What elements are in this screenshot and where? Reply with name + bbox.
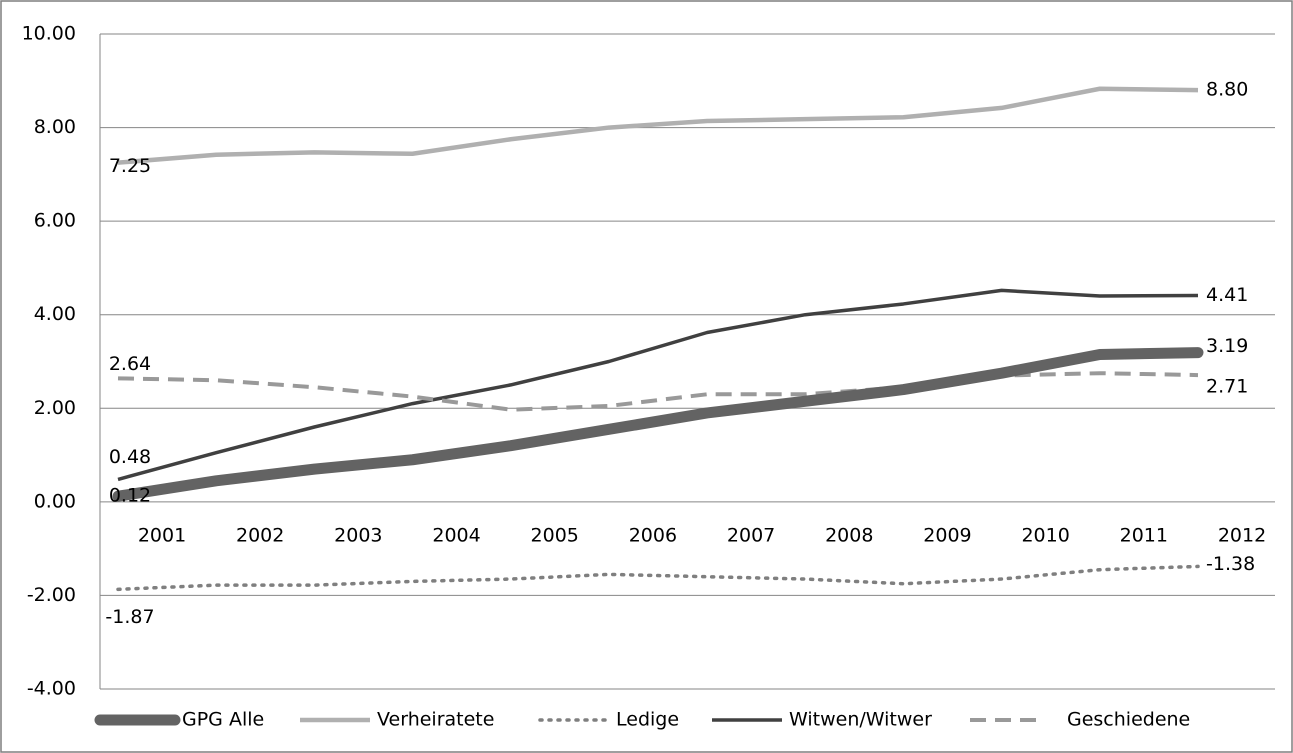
data-label: 2.71	[1206, 376, 1248, 398]
y-tick-label: 0.00	[34, 490, 76, 512]
series-line	[112, 347, 1204, 502]
y-tick-label: 2.00	[34, 397, 76, 419]
y-tick-label: -4.00	[27, 678, 76, 700]
data-label: 4.41	[1206, 284, 1248, 306]
x-tick-label: 2009	[923, 524, 971, 546]
x-tick-label: 2008	[825, 524, 873, 546]
x-tick-label: 2011	[1120, 524, 1168, 546]
data-label: 0.48	[109, 446, 151, 468]
data-label: 8.80	[1206, 79, 1248, 101]
legend-label: GPG Alle	[182, 709, 264, 731]
legend-label: Ledige	[616, 709, 679, 731]
data-label: -1.87	[105, 606, 154, 628]
x-tick-label: 2010	[1021, 524, 1069, 546]
series-line	[117, 288, 1199, 482]
x-tick-label: 2007	[727, 524, 775, 546]
data-label: -1.38	[1206, 553, 1255, 575]
y-tick-label: 6.00	[34, 210, 76, 232]
x-tick-label: 2012	[1218, 524, 1266, 546]
series-line	[117, 86, 1199, 165]
y-tick-label: -2.00	[27, 584, 76, 606]
y-tick-label: 10.00	[22, 23, 76, 45]
x-tick-label: 2003	[334, 524, 382, 546]
y-tick-label: 8.00	[34, 116, 76, 138]
x-tick-label: 2002	[236, 524, 284, 546]
x-tick-label: 2005	[531, 524, 579, 546]
data-label: 0.12	[109, 485, 151, 507]
legend-label: Witwen/Witwer	[789, 709, 932, 731]
legend-label: Verheiratete	[377, 709, 494, 731]
legend-label: Geschiedene	[1067, 709, 1190, 731]
series-line	[116, 564, 1200, 592]
y-tick-label: 4.00	[34, 303, 76, 325]
data-label: 3.19	[1206, 335, 1248, 357]
data-label: 7.25	[109, 155, 151, 177]
x-tick-label: 2006	[629, 524, 677, 546]
x-tick-label: 2001	[138, 524, 186, 546]
data-label: 2.64	[109, 353, 151, 375]
x-tick-label: 2004	[432, 524, 480, 546]
